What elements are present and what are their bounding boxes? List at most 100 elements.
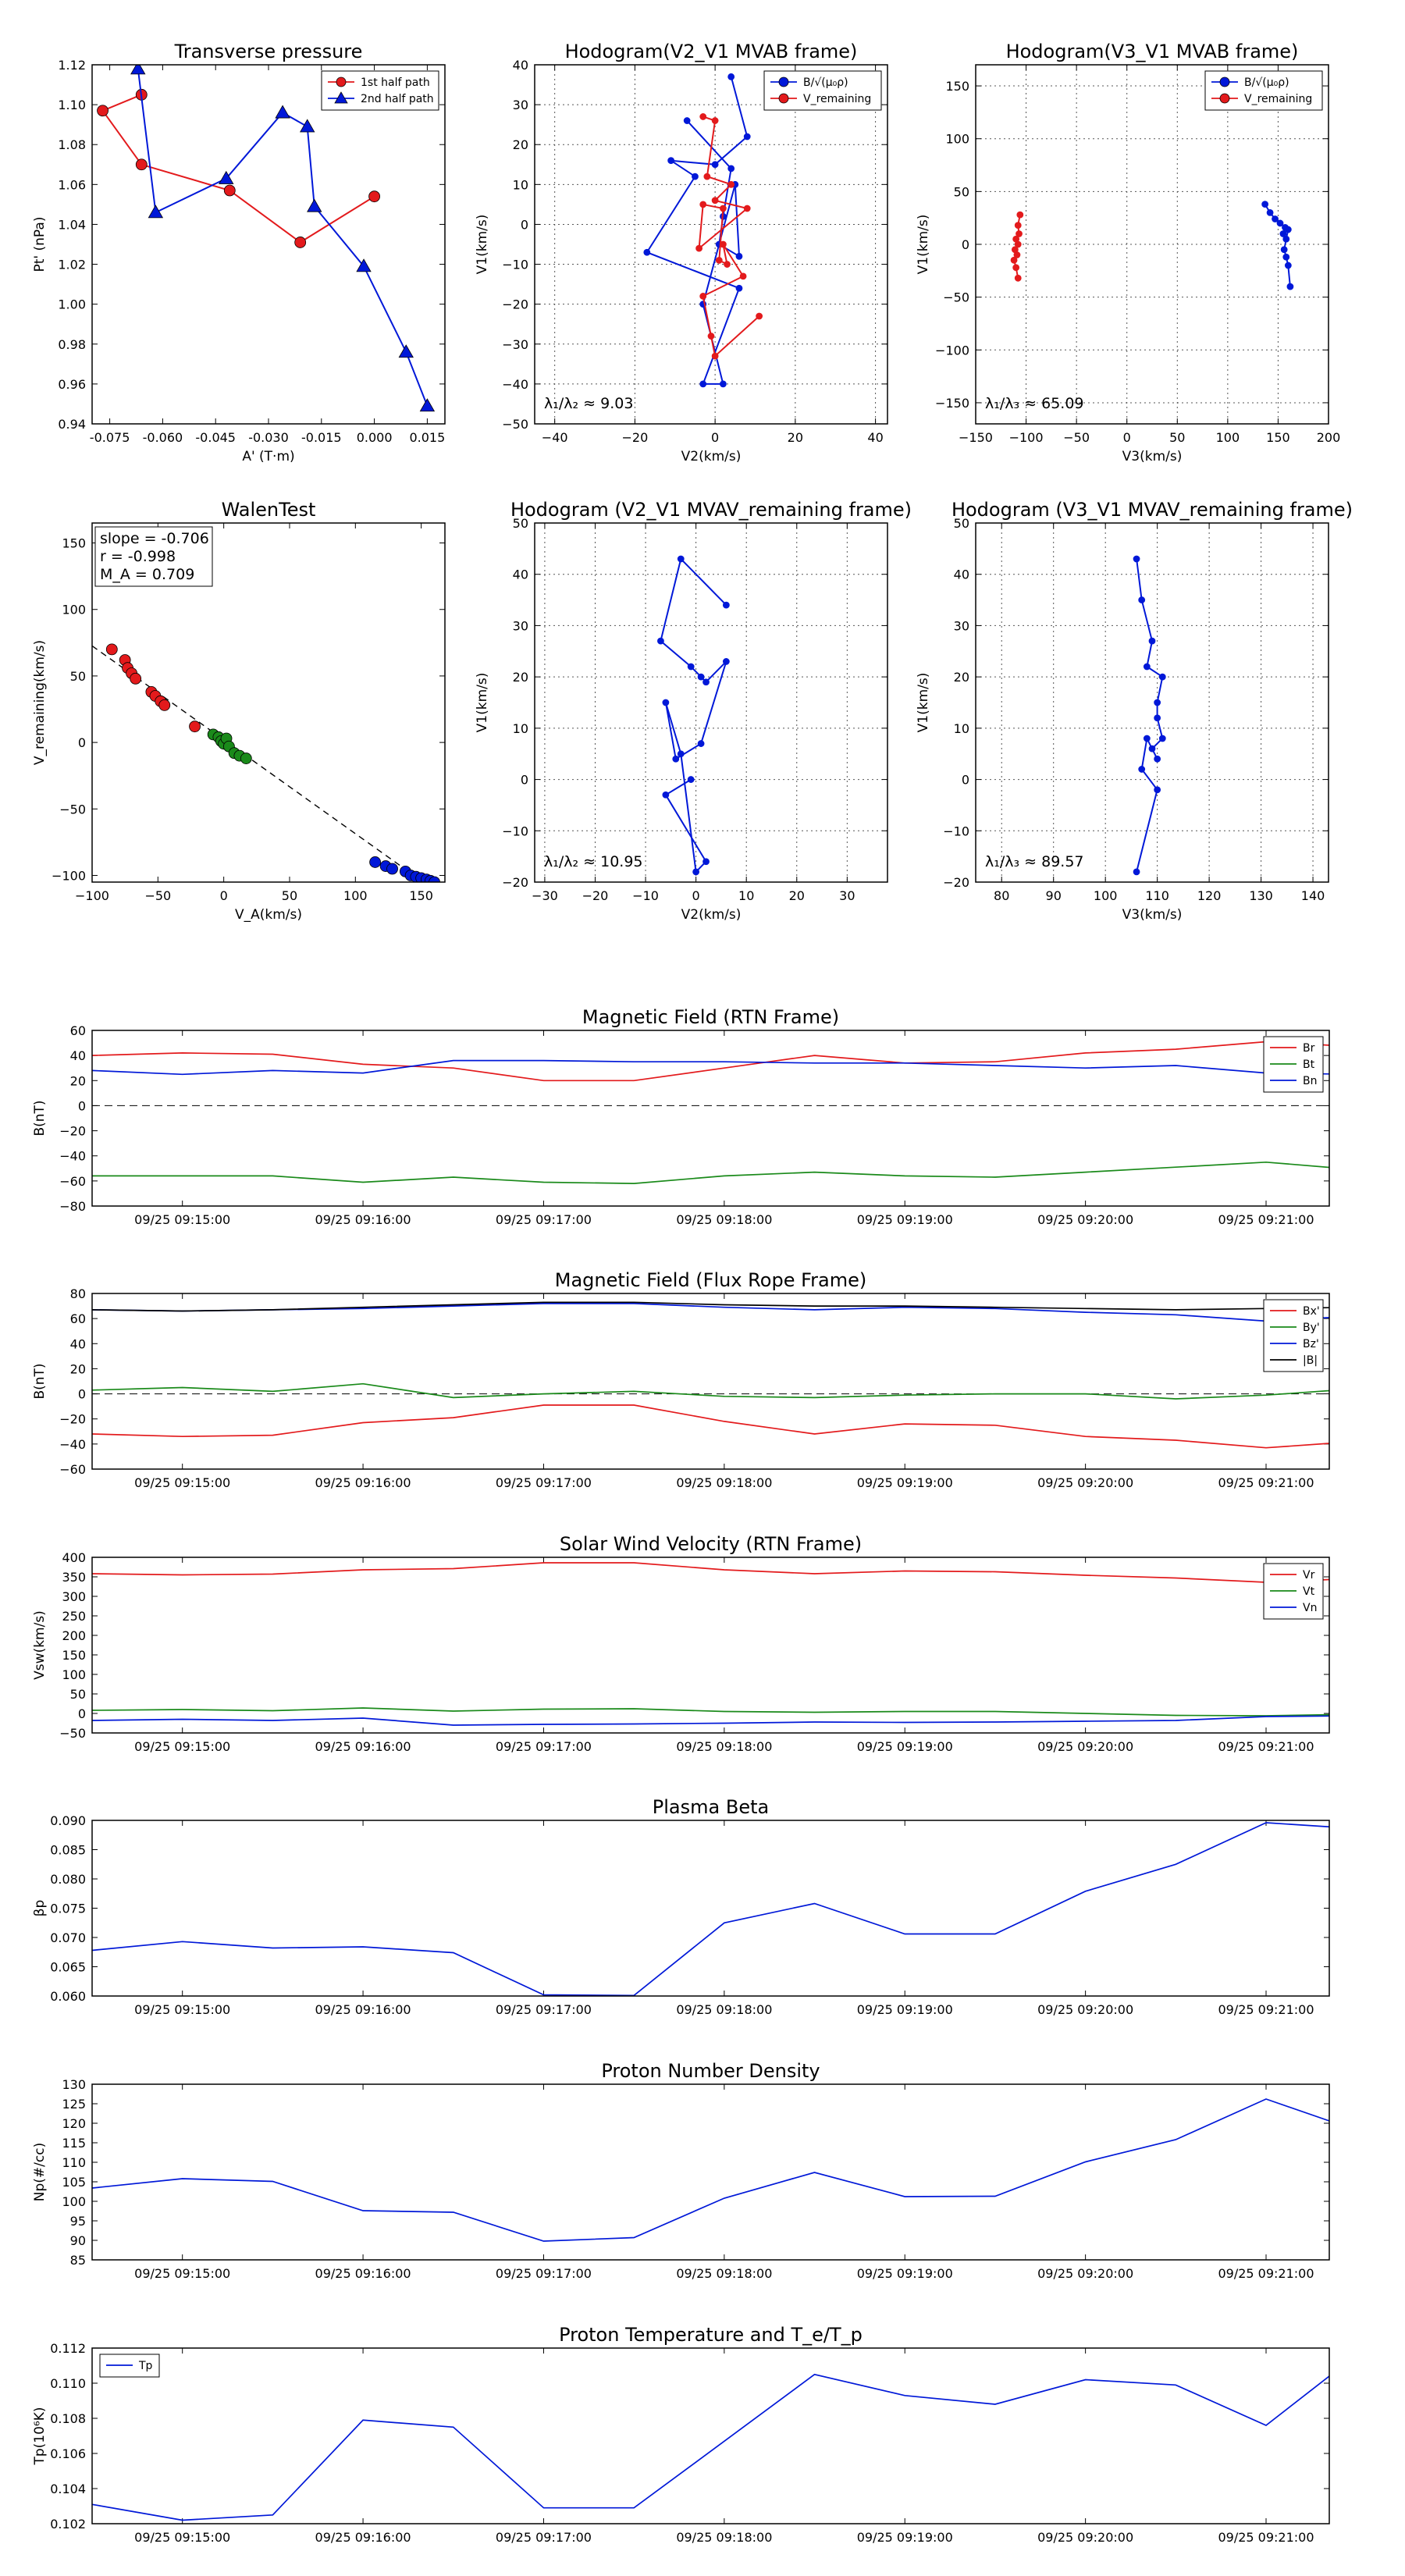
plot-area — [92, 2084, 1329, 2260]
y-tick-label: 300 — [62, 1589, 86, 1604]
y-tick-label: 0.065 — [50, 1960, 86, 1975]
y-tick-label: 20 — [513, 137, 528, 152]
y-tick-label: 20 — [70, 1361, 86, 1376]
legend-label: |B| — [1303, 1354, 1318, 1367]
data-marker — [667, 157, 675, 165]
axes-frame — [91, 1557, 1330, 1734]
chart-t1: 09/25 09:15:00 09/25 09:16:00 09/25 09:17:… — [32, 1006, 1330, 1227]
y-tick-label: 400 — [62, 1550, 86, 1565]
stats-box-frame — [94, 526, 213, 587]
x-tick-label: 09/25 09:19:00 — [857, 2266, 953, 2281]
data-layer — [1010, 201, 1294, 290]
data-marker — [1012, 264, 1020, 272]
data-marker-triangle — [356, 258, 372, 272]
data-marker — [722, 601, 730, 609]
y-tick-label: −40 — [59, 1437, 86, 1452]
data-marker — [720, 205, 727, 212]
data-marker — [702, 678, 710, 686]
x-tick-label: −50 — [1063, 430, 1090, 445]
data-marker — [739, 272, 747, 280]
x-tick-label: 0 — [1123, 430, 1131, 445]
data-marker — [707, 333, 715, 340]
y-tick-label: 40 — [513, 568, 528, 582]
y-tick-label: 125 — [62, 2097, 86, 2112]
chart-title: Plasma Beta — [653, 1796, 769, 1818]
y-tick-label: 0.075 — [50, 1902, 86, 1916]
legend-label: Tp — [138, 2360, 153, 2372]
axes-frame — [534, 522, 888, 883]
data-marker — [643, 248, 651, 256]
data-marker — [294, 237, 307, 248]
series-line-beta — [92, 1822, 1329, 1996]
x-tick-label: 09/25 09:21:00 — [1218, 1475, 1314, 1490]
axes-frame — [91, 2347, 1330, 2524]
y-tick-label: 1.12 — [58, 58, 86, 73]
y-tick-label: 10 — [954, 721, 969, 736]
x-tick-label: 09/25 09:15:00 — [134, 2266, 230, 2281]
x-tick-label: 90 — [1046, 888, 1062, 903]
data-marker — [386, 863, 398, 875]
data-marker — [130, 672, 142, 685]
data-marker — [1158, 673, 1166, 681]
chart-p4: −100 −50 0 50 100 150 −100 −50 0 50 100 150 WalenTes… — [32, 499, 446, 923]
data-marker — [1014, 274, 1022, 282]
legend: Tp — [99, 2354, 160, 2378]
data-marker — [1219, 93, 1230, 104]
chart-title: Transverse pressure — [174, 41, 363, 62]
y-tick-label: −30 — [502, 337, 528, 352]
y-tick-label: 50 — [954, 516, 969, 531]
y-tick-label: −50 — [943, 290, 969, 305]
data-marker — [135, 158, 148, 171]
stats-line: slope = -0.706 — [100, 530, 209, 547]
y-tick-label: 120 — [62, 2116, 86, 2131]
x-tick-label: 40 — [867, 430, 883, 445]
data-marker — [1148, 745, 1156, 753]
data-marker — [677, 555, 685, 563]
x-tick-label: 09/25 09:17:00 — [496, 1475, 592, 1490]
annotation-text: λ₁/λ₂ ≈ 10.95 — [544, 853, 643, 870]
y-tick-label: 100 — [62, 1667, 86, 1682]
y-tick-label: 0.080 — [50, 1872, 86, 1887]
y-tick-label: −20 — [943, 875, 969, 890]
data-marker — [105, 643, 118, 656]
legend-label: Vn — [1303, 1602, 1317, 1614]
x-axis-label: V2(km/s) — [681, 449, 742, 464]
legend-label: 1st half path — [361, 76, 430, 89]
series-line-bn — [92, 1059, 1329, 1076]
x-tick-label: 09/25 09:20:00 — [1037, 2530, 1133, 2545]
data-marker — [683, 117, 691, 124]
y-tick-label: 0.102 — [50, 2517, 86, 2532]
y-tick-label: 10 — [513, 721, 528, 736]
data-marker — [1284, 226, 1292, 233]
x-tick-label: 09/25 09:18:00 — [676, 2266, 772, 2281]
data-marker — [1154, 786, 1161, 794]
y-tick-label: 80 — [70, 1286, 86, 1301]
plot-area — [976, 65, 1329, 424]
data-marker — [699, 113, 707, 120]
data-marker — [672, 755, 680, 763]
series-line-by — [92, 1382, 1329, 1400]
y-tick-label: 0.104 — [50, 2482, 86, 2496]
regression-line — [92, 645, 425, 882]
x-tick-label: 0 — [711, 430, 719, 445]
y-tick-label: 50 — [70, 1687, 86, 1702]
legend: B/√(μ₀ρ) V_remaining — [763, 70, 882, 111]
y-axis-label: Vsw(km/s) — [32, 1610, 48, 1680]
y-tick-label: 0.106 — [50, 2446, 86, 2461]
y-axis-label: βp — [32, 1900, 48, 1917]
y-tick-label: −80 — [59, 1199, 86, 1214]
chart-title: Proton Temperature and T_e/T_p — [559, 2324, 863, 2346]
y-tick-label: 0.085 — [50, 1843, 86, 1858]
x-tick-label: 09/25 09:16:00 — [315, 1475, 411, 1490]
y-tick-label: 250 — [62, 1609, 86, 1624]
legend-label: V_remaining — [1244, 93, 1312, 105]
axes-frame — [91, 64, 446, 425]
x-tick-label: 10 — [738, 888, 754, 903]
x-tick-label: −30 — [532, 888, 558, 903]
x-tick-label: -0.060 — [143, 430, 183, 445]
series-line-vr — [92, 1562, 1329, 1583]
data-marker — [1284, 262, 1292, 269]
x-tick-label: 09/25 09:19:00 — [857, 2002, 953, 2017]
chart-t3: 09/25 09:15:00 09/25 09:16:00 09/25 09:17:… — [32, 1533, 1330, 1754]
data-marker — [1154, 714, 1161, 722]
